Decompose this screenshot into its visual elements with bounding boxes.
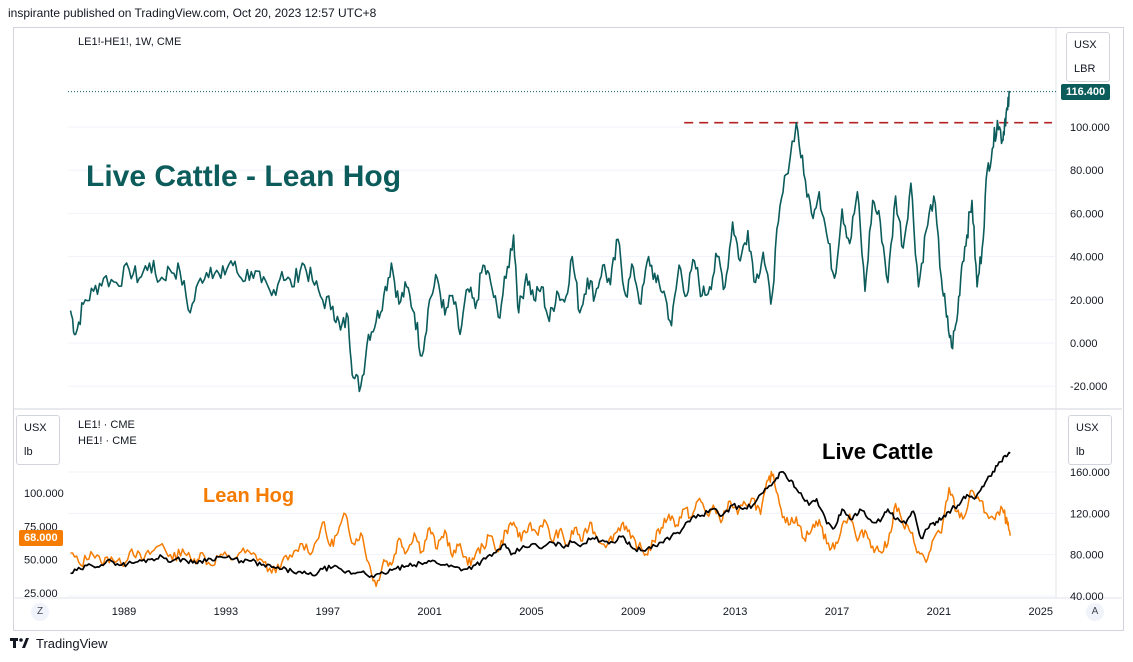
top-symbol-label[interactable]: LE1!-HE1!, 1W, CME: [78, 36, 182, 48]
live-cattle-series-line: [70, 451, 1011, 579]
auto-scale-button[interactable]: A: [1086, 603, 1104, 621]
top-unit-currency[interactable]: USX: [1074, 39, 1097, 51]
right-y-tick-label: 40.000: [1070, 591, 1104, 603]
left-unit-measure[interactable]: lb: [24, 446, 33, 458]
spread-annotation: Live Cattle - Lean Hog: [86, 160, 402, 193]
top-y-tick-label: 40.000: [1070, 252, 1104, 264]
time-axis-label: 1993: [214, 606, 238, 618]
right-y-tick-label: 160.000: [1070, 467, 1110, 479]
lean-hog-series-line: [70, 470, 1011, 588]
left-last-value-tag: 68.000: [19, 530, 63, 546]
left-y-tick-label: 100.000: [24, 488, 64, 500]
time-axis-label: 2009: [621, 606, 645, 618]
time-axis-label: 1989: [112, 606, 136, 618]
lean-hog-annotation: Lean Hog: [203, 485, 295, 507]
top-y-tick-label: 20.000: [1070, 295, 1104, 307]
right-unit-selector[interactable]: USX lb: [1068, 415, 1112, 465]
top-y-tick-label: 60.000: [1070, 208, 1104, 220]
time-axis-label: 2001: [417, 606, 441, 618]
bottom-symbol-le[interactable]: LE1! · CME: [78, 419, 135, 431]
live-cattle-annotation: Live Cattle: [822, 439, 934, 464]
bottom-symbol-he[interactable]: HE1! · CME: [78, 435, 137, 447]
left-y-tick-label: 50.000: [24, 555, 58, 567]
left-y-tick-label: 25.000: [24, 588, 58, 600]
time-axis-label: 2013: [723, 606, 747, 618]
last-value-tag: 116.400: [1061, 83, 1111, 100]
right-unit-currency[interactable]: USX: [1076, 422, 1099, 434]
top-y-tick-label: 0.000: [1070, 338, 1098, 350]
top-unit-selector[interactable]: USX LBR: [1066, 32, 1110, 82]
right-y-tick-label: 80.000: [1070, 550, 1104, 562]
spread-series-line: [69, 90, 1011, 393]
top-unit-measure[interactable]: LBR: [1074, 63, 1096, 75]
time-axis-label: 2017: [825, 606, 849, 618]
right-unit-measure[interactable]: lb: [1076, 446, 1085, 458]
time-axis-label: 1997: [315, 606, 339, 618]
time-axis-label: 2021: [927, 606, 951, 618]
right-y-tick-label: 120.000: [1070, 508, 1110, 520]
publish-line: inspirante published on TradingView.com,…: [8, 6, 377, 20]
footer-brand[interactable]: TradingView: [10, 636, 108, 651]
footer-brand-label: TradingView: [36, 636, 108, 651]
left-unit-currency[interactable]: USX: [24, 422, 47, 434]
tradingview-logo-icon: [10, 637, 29, 648]
top-y-tick-label: 80.000: [1070, 165, 1104, 177]
time-axis-label: 2005: [519, 606, 543, 618]
time-axis-label: 2025: [1028, 606, 1052, 618]
top-y-tick-label: -20.000: [1070, 381, 1107, 393]
zoom-reset-button[interactable]: Z: [31, 603, 49, 621]
top-y-tick-label: 100.000: [1070, 122, 1110, 134]
left-unit-selector[interactable]: USX lb: [16, 415, 60, 465]
